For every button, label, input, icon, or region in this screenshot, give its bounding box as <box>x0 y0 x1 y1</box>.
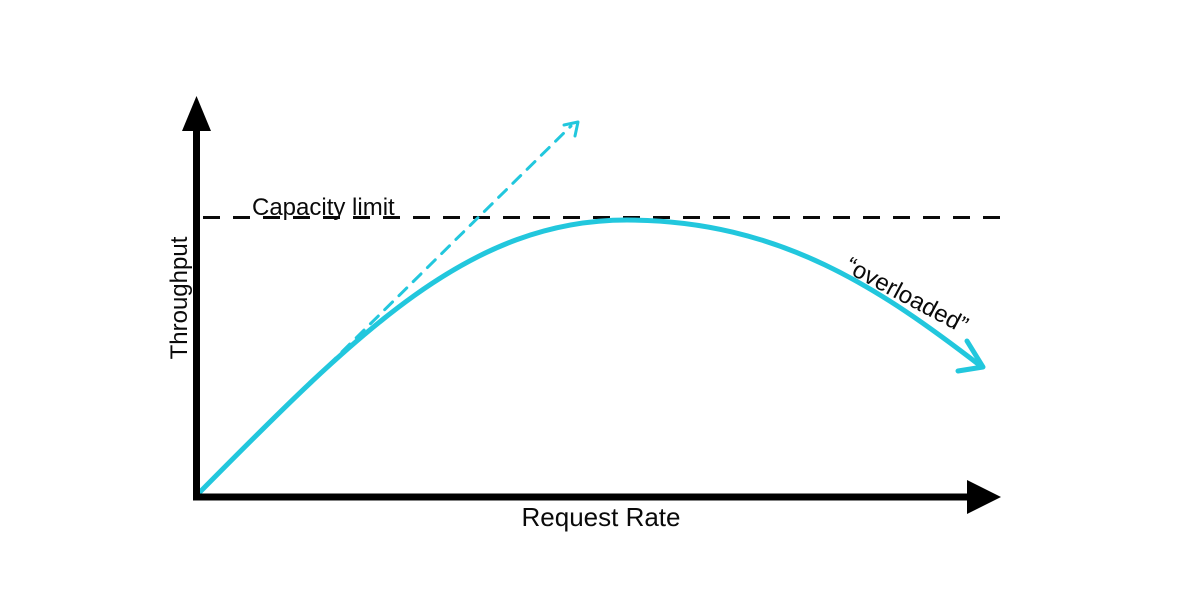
x-axis <box>193 480 1001 514</box>
capacity-limit-label: Capacity limit <box>252 194 395 221</box>
ideal-linear-arrowhead-icon <box>562 120 580 138</box>
y-axis-arrowhead-icon <box>182 96 211 131</box>
throughput-curve-group <box>195 217 986 497</box>
throughput-curve-arrowhead-icon <box>955 338 986 374</box>
x-axis-label: Request Rate <box>522 502 681 532</box>
x-axis-arrowhead-icon <box>967 480 1001 514</box>
overloaded-annotation: “overloaded” <box>841 252 973 339</box>
y-axis-label: Throughput <box>166 236 193 359</box>
throughput-curve <box>195 217 985 497</box>
y-axis <box>182 96 211 500</box>
